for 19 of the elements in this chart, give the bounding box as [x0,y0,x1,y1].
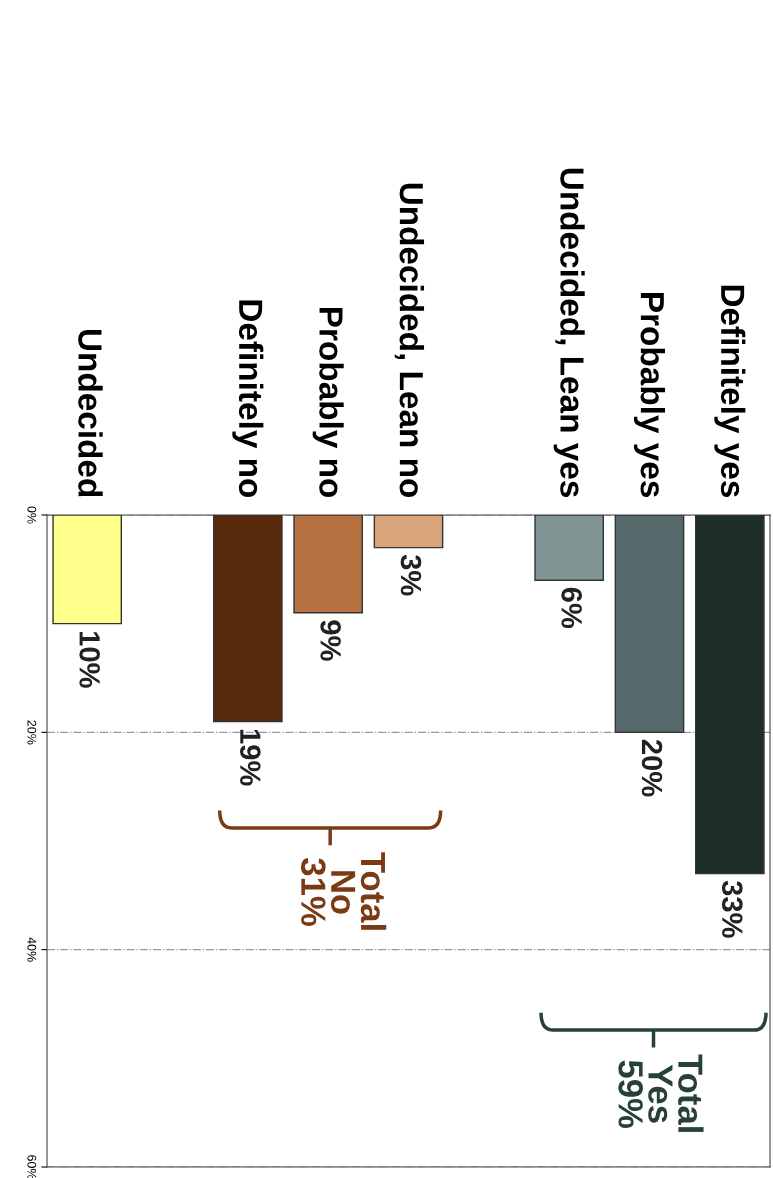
x-tick-label: Undecided, Lean yes [553,168,585,497]
x-tick-label: Undecided [78,329,103,497]
data-label: 19% [240,729,261,786]
data-label: 6% [561,587,582,629]
data-label: 33% [721,880,743,938]
x-tick-label: Undecided, Lean no [394,183,425,498]
y-tick-label: 0% [27,506,37,524]
annotation: Total No 31% [301,852,387,930]
data-label: 10% [79,632,100,688]
data-label: 20% [641,739,663,797]
x-tick-label: Definitely yes [714,285,746,497]
y-tick-label: 40% [27,937,37,962]
x-tick-label: Probably yes [633,293,666,497]
x-tick-label: Definitely no [232,300,264,498]
y-tick-label: 20% [27,720,37,745]
data-label: 3% [400,554,422,596]
annotation: Total Yes 59% [618,1054,704,1132]
data-label: 9% [320,620,341,661]
x-tick-label: Probably no [312,307,344,498]
